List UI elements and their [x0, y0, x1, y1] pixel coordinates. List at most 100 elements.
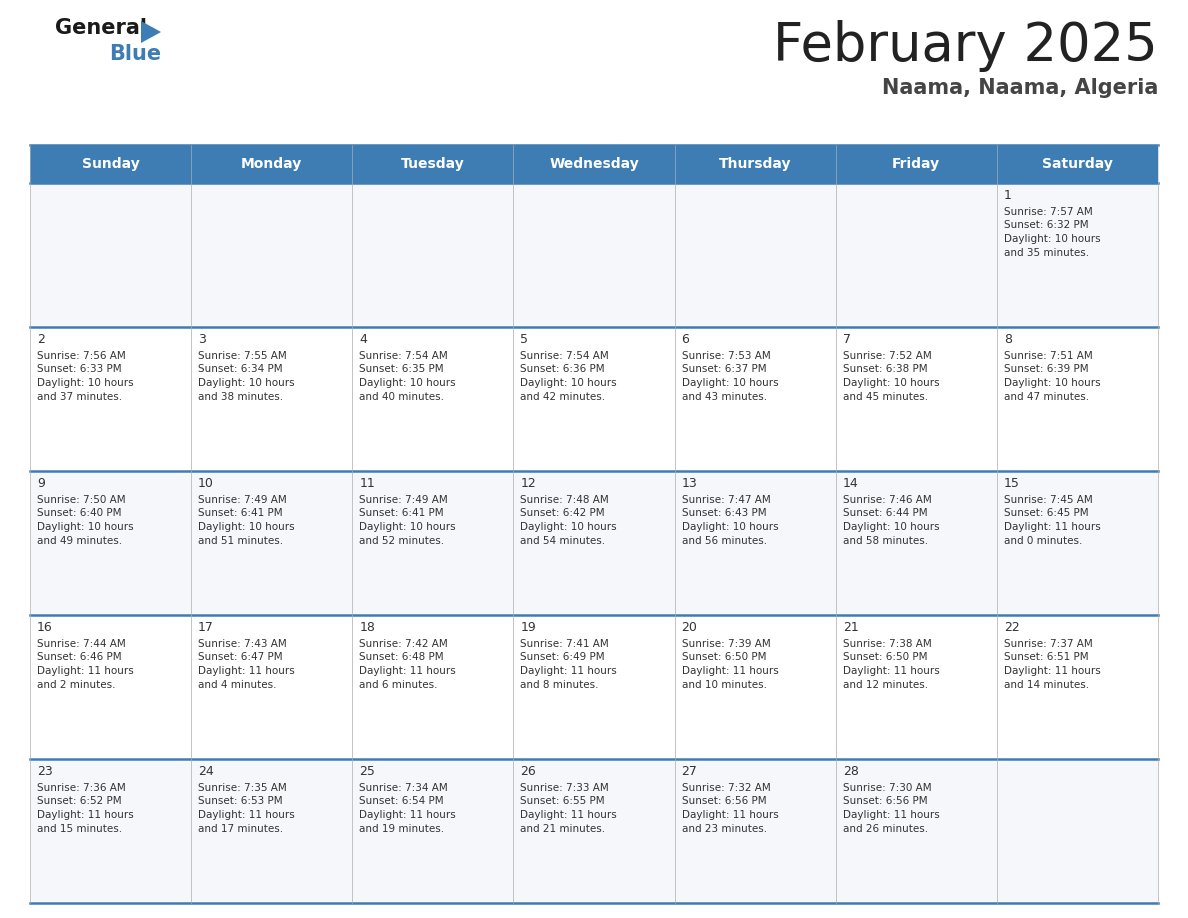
Text: 9: 9	[37, 477, 45, 490]
Text: Sunrise: 7:56 AM: Sunrise: 7:56 AM	[37, 351, 126, 361]
Bar	[513, 183, 675, 327]
Text: Daylight: 10 hours: Daylight: 10 hours	[359, 522, 456, 532]
Text: 23: 23	[37, 765, 52, 778]
Bar	[997, 615, 1158, 759]
Bar	[30, 327, 191, 471]
Text: Sunset: 6:51 PM: Sunset: 6:51 PM	[1004, 653, 1088, 663]
Text: and 23 minutes.: and 23 minutes.	[682, 823, 766, 834]
Text: Sunrise: 7:37 AM: Sunrise: 7:37 AM	[1004, 639, 1093, 649]
Text: 22: 22	[1004, 621, 1019, 634]
Text: and 19 minutes.: and 19 minutes.	[359, 823, 444, 834]
Text: Sunset: 6:54 PM: Sunset: 6:54 PM	[359, 797, 444, 807]
Text: Daylight: 11 hours: Daylight: 11 hours	[359, 666, 456, 676]
Bar	[353, 471, 513, 615]
Text: 8: 8	[1004, 333, 1012, 346]
Text: Sunrise: 7:51 AM: Sunrise: 7:51 AM	[1004, 351, 1093, 361]
Text: 28: 28	[842, 765, 859, 778]
Text: Daylight: 10 hours: Daylight: 10 hours	[359, 378, 456, 388]
Bar	[675, 183, 835, 327]
Text: Sunrise: 7:49 AM: Sunrise: 7:49 AM	[198, 495, 286, 505]
Bar	[997, 183, 1158, 327]
Bar	[353, 615, 513, 759]
Text: Sunrise: 7:54 AM: Sunrise: 7:54 AM	[520, 351, 609, 361]
Text: Daylight: 10 hours: Daylight: 10 hours	[198, 522, 295, 532]
Text: Sunset: 6:36 PM: Sunset: 6:36 PM	[520, 364, 605, 375]
Bar	[191, 471, 353, 615]
Text: Thursday: Thursday	[719, 157, 791, 171]
Text: 13: 13	[682, 477, 697, 490]
Text: 18: 18	[359, 621, 375, 634]
Text: Daylight: 11 hours: Daylight: 11 hours	[37, 666, 134, 676]
Text: Monday: Monday	[241, 157, 302, 171]
Text: Daylight: 11 hours: Daylight: 11 hours	[37, 810, 134, 820]
Text: and 12 minutes.: and 12 minutes.	[842, 679, 928, 689]
Text: Sunset: 6:56 PM: Sunset: 6:56 PM	[842, 797, 928, 807]
Text: Sunrise: 7:38 AM: Sunrise: 7:38 AM	[842, 639, 931, 649]
Text: 14: 14	[842, 477, 859, 490]
Text: Daylight: 11 hours: Daylight: 11 hours	[1004, 666, 1100, 676]
Text: Sunset: 6:47 PM: Sunset: 6:47 PM	[198, 653, 283, 663]
Text: and 37 minutes.: and 37 minutes.	[37, 391, 122, 401]
Text: 4: 4	[359, 333, 367, 346]
Text: 16: 16	[37, 621, 52, 634]
Text: Sunset: 6:41 PM: Sunset: 6:41 PM	[198, 509, 283, 519]
Text: 21: 21	[842, 621, 859, 634]
Bar	[997, 327, 1158, 471]
Text: Sunrise: 7:35 AM: Sunrise: 7:35 AM	[198, 783, 286, 793]
Text: Daylight: 11 hours: Daylight: 11 hours	[198, 666, 295, 676]
Text: and 2 minutes.: and 2 minutes.	[37, 679, 115, 689]
Text: Wednesday: Wednesday	[549, 157, 639, 171]
Text: and 45 minutes.: and 45 minutes.	[842, 391, 928, 401]
Text: Daylight: 10 hours: Daylight: 10 hours	[682, 522, 778, 532]
Bar	[30, 615, 191, 759]
Text: Sunrise: 7:41 AM: Sunrise: 7:41 AM	[520, 639, 609, 649]
Bar	[675, 615, 835, 759]
Text: Sunset: 6:33 PM: Sunset: 6:33 PM	[37, 364, 121, 375]
Text: and 52 minutes.: and 52 minutes.	[359, 535, 444, 545]
Text: Sunset: 6:40 PM: Sunset: 6:40 PM	[37, 509, 121, 519]
Text: Sunset: 6:56 PM: Sunset: 6:56 PM	[682, 797, 766, 807]
Text: and 40 minutes.: and 40 minutes.	[359, 391, 444, 401]
Text: Sunrise: 7:50 AM: Sunrise: 7:50 AM	[37, 495, 126, 505]
Text: 2: 2	[37, 333, 45, 346]
Text: 1: 1	[1004, 189, 1012, 202]
Text: and 26 minutes.: and 26 minutes.	[842, 823, 928, 834]
Text: Sunset: 6:53 PM: Sunset: 6:53 PM	[198, 797, 283, 807]
Bar	[353, 327, 513, 471]
Text: Sunset: 6:48 PM: Sunset: 6:48 PM	[359, 653, 444, 663]
Text: Daylight: 11 hours: Daylight: 11 hours	[842, 666, 940, 676]
Bar	[191, 759, 353, 903]
Text: Sunrise: 7:57 AM: Sunrise: 7:57 AM	[1004, 207, 1093, 217]
Text: Sunset: 6:34 PM: Sunset: 6:34 PM	[198, 364, 283, 375]
Text: Friday: Friday	[892, 157, 941, 171]
Text: Sunrise: 7:36 AM: Sunrise: 7:36 AM	[37, 783, 126, 793]
Text: Daylight: 10 hours: Daylight: 10 hours	[37, 522, 133, 532]
Text: and 6 minutes.: and 6 minutes.	[359, 679, 438, 689]
Text: Sunset: 6:41 PM: Sunset: 6:41 PM	[359, 509, 444, 519]
Bar	[30, 145, 1158, 183]
Text: Sunset: 6:52 PM: Sunset: 6:52 PM	[37, 797, 121, 807]
Text: Sunset: 6:50 PM: Sunset: 6:50 PM	[842, 653, 927, 663]
Bar	[513, 327, 675, 471]
Text: Sunset: 6:37 PM: Sunset: 6:37 PM	[682, 364, 766, 375]
Text: Daylight: 10 hours: Daylight: 10 hours	[520, 378, 617, 388]
Text: Sunset: 6:38 PM: Sunset: 6:38 PM	[842, 364, 928, 375]
Text: Sunset: 6:49 PM: Sunset: 6:49 PM	[520, 653, 605, 663]
Text: 5: 5	[520, 333, 529, 346]
Text: Sunset: 6:43 PM: Sunset: 6:43 PM	[682, 509, 766, 519]
Text: and 51 minutes.: and 51 minutes.	[198, 535, 283, 545]
Text: Sunset: 6:55 PM: Sunset: 6:55 PM	[520, 797, 605, 807]
Text: Sunrise: 7:48 AM: Sunrise: 7:48 AM	[520, 495, 609, 505]
Text: Tuesday: Tuesday	[402, 157, 465, 171]
Text: Naama, Naama, Algeria: Naama, Naama, Algeria	[881, 78, 1158, 98]
Bar	[513, 615, 675, 759]
Text: and 43 minutes.: and 43 minutes.	[682, 391, 766, 401]
Text: Sunset: 6:45 PM: Sunset: 6:45 PM	[1004, 509, 1088, 519]
Text: Sunrise: 7:52 AM: Sunrise: 7:52 AM	[842, 351, 931, 361]
Text: Daylight: 10 hours: Daylight: 10 hours	[682, 378, 778, 388]
Text: 25: 25	[359, 765, 375, 778]
Text: 27: 27	[682, 765, 697, 778]
Bar	[30, 759, 191, 903]
Text: Daylight: 11 hours: Daylight: 11 hours	[359, 810, 456, 820]
Text: 24: 24	[198, 765, 214, 778]
